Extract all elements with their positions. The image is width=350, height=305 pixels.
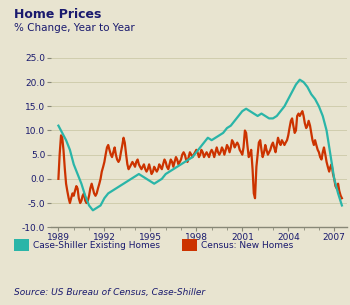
Text: % Change, Year to Year: % Change, Year to Year [14,23,135,33]
Text: Source: US Bureau of Census, Case-Shiller: Source: US Bureau of Census, Case-Shille… [14,288,205,297]
Text: Home Prices: Home Prices [14,8,101,21]
Text: Case-Shiller Existing Homes: Case-Shiller Existing Homes [33,241,160,250]
Text: Census: New Homes: Census: New Homes [201,241,293,250]
